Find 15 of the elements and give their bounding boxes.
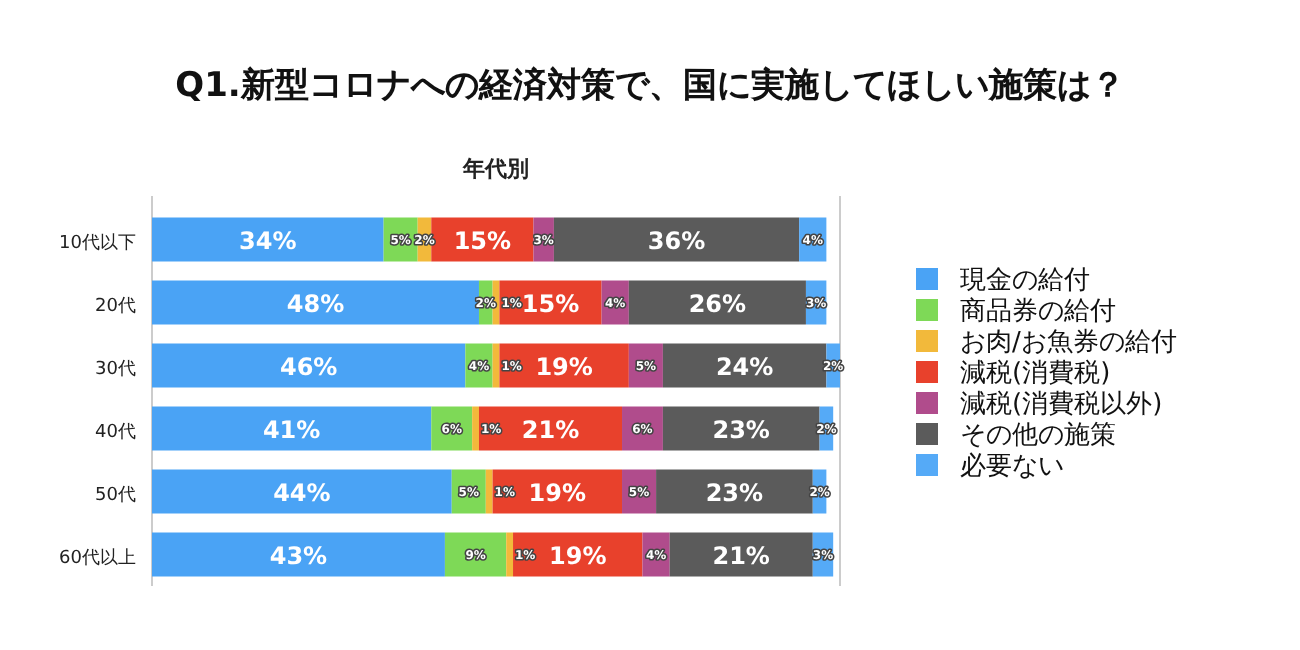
legend-label: 減税(消費税以外) — [960, 390, 1163, 420]
legend-label: 必要ない — [960, 452, 1064, 482]
y-tick-label: 40代 — [95, 420, 136, 443]
y-tick-label: 50代 — [95, 483, 136, 506]
chart-title: Q1.新型コロナへの経済対策で、国に実施してほしい施策は？ — [175, 66, 1125, 106]
legend-label: お肉/お魚券の給付 — [960, 328, 1177, 358]
legend-label: 減税(消費税) — [960, 359, 1111, 389]
legend-label: その他の施策 — [960, 421, 1116, 451]
y-tick-label: 30代 — [95, 357, 136, 380]
chart-subtitle: 年代別 — [461, 156, 529, 182]
y-tick-label: 10代以下 — [59, 231, 136, 254]
y-tick-label: 20代 — [95, 294, 136, 317]
legend-label: 商品券の給付 — [960, 297, 1116, 327]
legend-label: 現金の給付 — [960, 266, 1090, 296]
y-tick-label: 60代以上 — [59, 546, 136, 569]
